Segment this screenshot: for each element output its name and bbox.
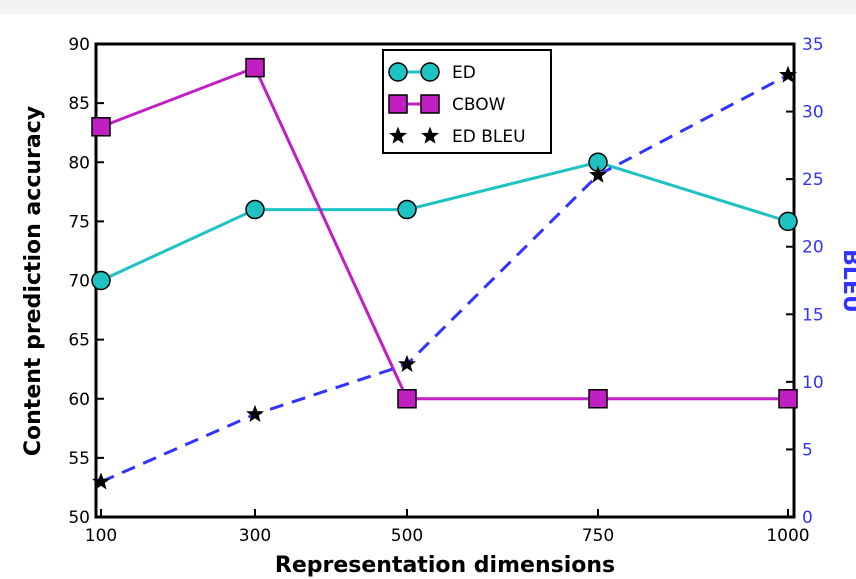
data-point	[397, 389, 417, 409]
data-point	[397, 199, 417, 220]
y-axis-title: Content prediction accuracy	[21, 106, 46, 456]
y2-axis-title: BLEU	[838, 249, 856, 313]
legend-entry: CBOW	[388, 94, 506, 115]
series-ed-bleu	[92, 65, 797, 490]
legend-entry: ED	[388, 62, 476, 83]
right-tick-label: 20	[802, 238, 824, 258]
left-tick-label: 65	[68, 331, 90, 351]
legend-marker	[421, 126, 439, 144]
legend-marker	[420, 94, 440, 114]
legend-label: ED BLEU	[452, 127, 526, 147]
left-tick-label: 80	[68, 153, 90, 173]
left-tick-label: 90	[68, 35, 90, 55]
top-bar	[0, 0, 856, 14]
legend-box	[382, 49, 552, 154]
x-tick-label: 1000	[766, 526, 809, 546]
data-point	[245, 199, 265, 220]
left-tick-label: 70	[68, 272, 90, 292]
x-axis-title: Representation dimensions	[275, 553, 615, 578]
legend-label: CBOW	[452, 95, 506, 115]
legend-label: ED	[452, 63, 476, 83]
right-tick-label: 25	[802, 170, 824, 190]
series-ed	[91, 152, 798, 291]
left-tick-label: 55	[68, 449, 90, 469]
data-point	[778, 389, 798, 409]
data-point	[398, 354, 416, 372]
right-tick-label: 35	[802, 35, 824, 55]
right-axis: 0 5 10 15 20 25 30 35	[786, 35, 824, 528]
left-tick-label: 75	[68, 212, 90, 232]
legend: ED CBOW ED BLEU	[382, 49, 552, 154]
series-line	[100, 160, 789, 282]
x-axis: 100 300 500 750 1000	[85, 509, 810, 546]
left-axis: 50 55 60 65 70 75 80 85 90	[68, 35, 104, 528]
right-tick-label: 0	[802, 508, 813, 528]
data-point	[778, 211, 798, 232]
right-tick-label: 10	[802, 373, 824, 393]
data-point	[589, 165, 607, 183]
legend-marker	[420, 62, 440, 82]
right-tick-label: 15	[802, 305, 824, 325]
left-tick-label: 60	[68, 390, 90, 410]
series-cbow	[91, 57, 798, 409]
data-point	[779, 65, 797, 83]
x-tick-label: 750	[582, 526, 614, 546]
right-tick-label: 30	[802, 103, 824, 123]
x-tick-label: 100	[85, 526, 117, 546]
x-tick-label: 300	[239, 526, 271, 546]
data-point	[91, 270, 111, 291]
left-tick-label: 50	[68, 508, 90, 528]
data-point	[246, 404, 264, 422]
data-point	[245, 57, 265, 78]
legend-marker	[388, 94, 408, 114]
data-point	[588, 389, 608, 409]
data-point	[92, 472, 110, 490]
right-tick-label: 5	[802, 440, 813, 460]
legend-marker	[388, 62, 408, 82]
legend-marker	[389, 126, 407, 144]
x-tick-label: 500	[391, 526, 423, 546]
legend-entry: ED BLEU	[389, 126, 526, 147]
left-tick-label: 85	[68, 94, 90, 114]
series-layer	[91, 57, 798, 490]
data-point	[91, 117, 111, 137]
